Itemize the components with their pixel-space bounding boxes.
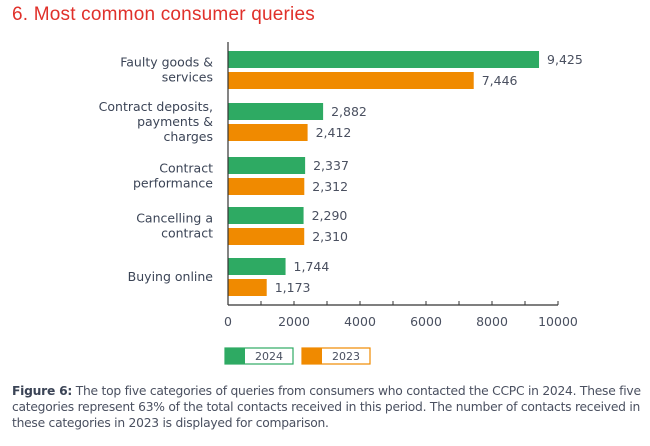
- data-label-2023: 2,312: [312, 179, 348, 194]
- data-label-2024: 2,882: [331, 104, 367, 119]
- bar-2023: [228, 228, 305, 245]
- x-tick-label: 4000: [344, 314, 376, 329]
- category-label: contract: [161, 226, 213, 241]
- x-tick-label: 10000: [538, 314, 578, 329]
- bar-2023: [228, 279, 267, 296]
- figure-caption: Figure 6: The top five categories of que…: [12, 383, 642, 431]
- x-tick-label: 8000: [476, 314, 508, 329]
- legend-swatch-2024: [225, 348, 245, 364]
- category-label: Buying online: [128, 269, 214, 284]
- bar-2024: [228, 157, 306, 174]
- bar-2024: [228, 103, 324, 120]
- category-label: performance: [133, 176, 213, 191]
- category-label: Cancelling a: [136, 211, 213, 226]
- category-label: services: [162, 70, 213, 85]
- chart-title: 6. Most common consumer queries: [12, 4, 315, 25]
- legend-swatch-2023: [302, 348, 322, 364]
- data-label-2024: 2,290: [312, 208, 348, 223]
- x-tick-label: 6000: [410, 314, 442, 329]
- caption-text: The top five categories of queries from …: [12, 384, 641, 430]
- bar-2024: [228, 207, 304, 224]
- caption-label: Figure 6:: [12, 384, 73, 398]
- x-tick-label: 2000: [278, 314, 310, 329]
- bar-2023: [228, 178, 305, 195]
- category-label: Contract: [159, 161, 213, 176]
- data-label-2024: 1,744: [294, 259, 330, 274]
- bar-2023: [228, 72, 474, 89]
- category-label: payments &: [137, 114, 213, 129]
- category-label: Faulty goods &: [120, 55, 213, 70]
- x-tick-label: 0: [224, 314, 232, 329]
- data-label-2023: 2,412: [316, 125, 352, 140]
- data-label-2023: 1,173: [275, 280, 311, 295]
- legend-label-2024: 2024: [255, 350, 283, 363]
- data-label-2024: 2,337: [313, 158, 349, 173]
- category-label: charges: [163, 129, 213, 144]
- category-label: Contract deposits,: [99, 99, 213, 114]
- bar-2023: [228, 124, 308, 141]
- bar-2024: [228, 258, 286, 275]
- bar-2024: [228, 51, 540, 68]
- legend-label-2023: 2023: [332, 350, 360, 363]
- data-label-2023: 7,446: [482, 73, 518, 88]
- bar-chart: 9,425 7,446 Faulty goods &services 2,882 2,4…: [99, 42, 583, 365]
- data-label-2023: 2,310: [312, 229, 348, 244]
- data-label-2024: 9,425: [547, 52, 583, 67]
